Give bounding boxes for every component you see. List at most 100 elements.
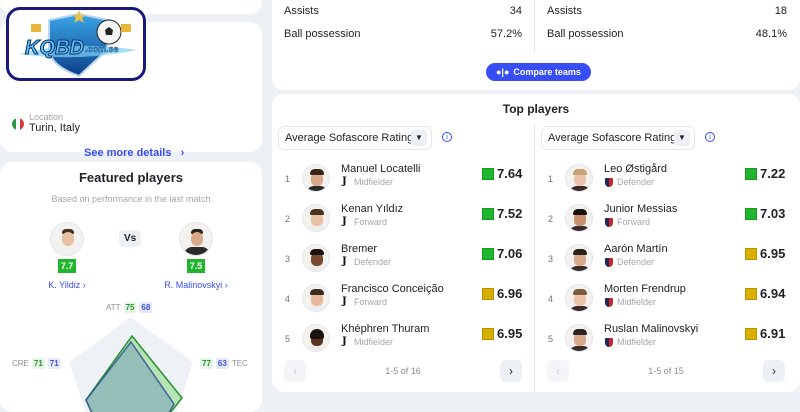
player-rank: 4 xyxy=(285,294,291,304)
player-rank: 2 xyxy=(285,214,291,224)
player-name: Manuel Locatelli xyxy=(341,163,421,175)
rating-color-icon xyxy=(482,288,494,300)
juventus-logo-icon: J xyxy=(342,336,347,347)
pagination-text: 1-5 of 15 xyxy=(648,366,684,376)
player-row[interactable]: 3 Bremer J Defender 7.06 xyxy=(272,240,534,280)
info-icon[interactable]: i xyxy=(442,132,452,142)
rating-color-icon xyxy=(745,208,757,220)
featured-player-1[interactable]: 7.7 K. Yildiz › xyxy=(27,222,107,290)
compare-teams-label: Compare teams xyxy=(513,67,581,77)
player-rank: 3 xyxy=(285,254,291,264)
player-rating: 6.94 xyxy=(760,286,786,301)
player-row[interactable]: 2 Junior Messias Forward 7.03 xyxy=(535,200,797,240)
avatar xyxy=(302,324,330,352)
top-players-card: Top players Average Sofascore Rating ▼ i… xyxy=(272,94,800,392)
player-rank: 3 xyxy=(548,254,554,264)
player-name: Kenan Yıldız xyxy=(341,203,404,215)
stat-value: 34 xyxy=(509,5,522,17)
location-label: Location xyxy=(29,112,64,122)
avatar xyxy=(565,324,593,352)
player-rating: 7.22 xyxy=(760,166,786,181)
player-row[interactable]: 3 Aarón Martín Defender 6.95 xyxy=(535,240,797,280)
attribute-radar-chart xyxy=(69,317,193,412)
player-position: Forward xyxy=(354,297,388,307)
rating-color-icon xyxy=(482,248,494,260)
logo-shield-icon: KQBD .com.se xyxy=(19,10,137,78)
chevron-right-icon: › xyxy=(174,147,185,159)
rating-badge: 7.5 xyxy=(186,259,206,273)
player-name: K. Yildiz xyxy=(48,280,81,290)
player-name: Leo Østigård xyxy=(604,163,667,175)
top-players-title: Top players xyxy=(502,102,570,116)
player-rating: 6.91 xyxy=(760,326,786,341)
cre-label: CRE xyxy=(12,359,29,368)
pagination: ‹ 1-5 of 16 › xyxy=(272,358,534,384)
next-page-button[interactable]: › xyxy=(500,360,522,382)
player-position: Defender xyxy=(354,257,392,267)
featured-players-card: Featured players Based on performance in… xyxy=(0,162,262,412)
team-stats-card: Assists 34 Ball possession 57.2% Assists… xyxy=(272,0,800,90)
see-more-details-link[interactable]: See more details › xyxy=(84,147,184,159)
stat-value: 18 xyxy=(774,5,787,17)
tec-p1-value: 77 xyxy=(200,358,213,369)
tec-p2-value: 63 xyxy=(215,358,229,369)
previous-page-button[interactable]: ‹ xyxy=(547,360,569,382)
rating-badge: 7.7 xyxy=(57,259,77,273)
pagination: ‹ 1-5 of 15 › xyxy=(535,358,797,384)
player-row[interactable]: 4 Morten Frendrup Midfielder 6.94 xyxy=(535,280,797,320)
chevron-right-icon: › xyxy=(82,280,86,290)
avatar xyxy=(302,244,330,272)
stat-value: 48.1% xyxy=(755,28,787,40)
player-row[interactable]: 1 Leo Østigård Defender 7.22 xyxy=(535,160,797,200)
rating-color-icon xyxy=(745,328,757,340)
rating-color-icon xyxy=(482,208,494,220)
rating-color-icon xyxy=(745,168,757,180)
stat-type-select[interactable]: Average Sofascore Rating ▼ xyxy=(541,126,695,150)
featured-subtitle: Based on performance in the last match xyxy=(51,194,211,204)
next-page-button[interactable]: › xyxy=(763,360,785,382)
stat-row: Assists 18 xyxy=(547,5,787,17)
see-more-label: See more details xyxy=(84,147,172,159)
player-rank: 5 xyxy=(548,334,554,344)
player-row[interactable]: 5 Khéphren Thuram J Midfielder 6.95 xyxy=(272,320,534,360)
avatar xyxy=(565,164,593,192)
location-value: Turin, Italy xyxy=(29,122,80,134)
svg-text:KQBD: KQBD xyxy=(25,37,84,59)
rating-color-icon xyxy=(745,288,757,300)
info-icon[interactable]: i xyxy=(705,132,715,142)
stat-label: Assists xyxy=(547,5,582,17)
player-name-link: K. Yildiz › xyxy=(27,280,107,290)
radar-tec-label: 77 63 TEC xyxy=(200,358,248,369)
player-rating: 6.95 xyxy=(497,326,523,341)
compare-teams-button[interactable]: ●|● Compare teams xyxy=(486,63,591,81)
previous-page-button[interactable]: ‹ xyxy=(284,360,306,382)
site-logo: KQBD .com.se xyxy=(6,7,146,81)
radar-att-label: ATT 75 68 xyxy=(106,302,153,313)
genoa-logo-icon xyxy=(605,178,613,187)
genoa-logo-icon xyxy=(605,338,613,347)
player-rank: 1 xyxy=(548,174,554,184)
player-row[interactable]: 4 Francisco Conceição J Forward 6.96 xyxy=(272,280,534,320)
player-rating: 6.95 xyxy=(760,246,786,261)
featured-player-2[interactable]: 7.5 R. Malinovskyi › xyxy=(156,222,236,290)
player-row[interactable]: 5 Ruslan Malinovskyi Midfielder 6.91 xyxy=(535,320,797,360)
stat-type-select[interactable]: Average Sofascore Rating ▼ xyxy=(278,126,432,150)
player-name: Khéphren Thuram xyxy=(341,323,430,335)
stat-row: Assists 34 xyxy=(284,5,522,17)
player-name: Ruslan Malinovskyi xyxy=(604,323,699,335)
radar-cre-label: CRE 71 71 xyxy=(12,358,61,369)
player-rating: 7.06 xyxy=(497,246,523,261)
avatar xyxy=(302,204,330,232)
featured-title: Featured players xyxy=(78,170,184,185)
svg-text:.com.se: .com.se xyxy=(85,44,119,54)
player-rating: 6.96 xyxy=(497,286,523,301)
player-row[interactable]: 2 Kenan Yıldız J Forward 7.52 xyxy=(272,200,534,240)
stat-label: Assists xyxy=(284,5,319,17)
player-position: Midfielder xyxy=(617,297,657,307)
player-row[interactable]: 1 Manuel Locatelli J Midfielder 7.64 xyxy=(272,160,534,200)
pagination-text: 1-5 of 16 xyxy=(385,366,421,376)
player-name: Aarón Martín xyxy=(604,243,668,255)
cre-p1-value: 71 xyxy=(31,358,45,369)
player-rank: 4 xyxy=(548,294,554,304)
player-name: Junior Messias xyxy=(604,203,678,215)
